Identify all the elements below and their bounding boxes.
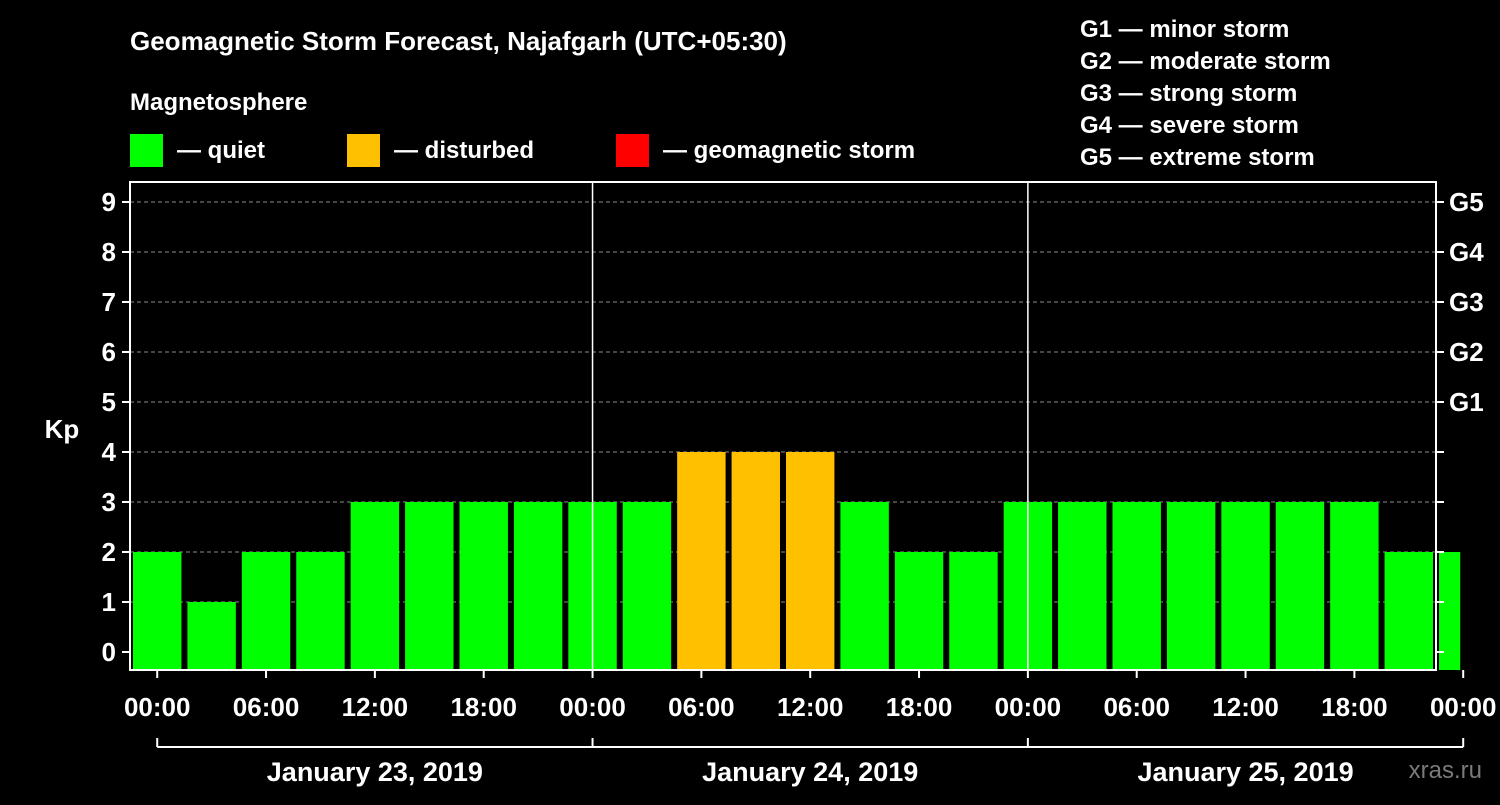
legend-swatch xyxy=(347,134,380,167)
storm-scale-item: G4 — severe storm xyxy=(1080,112,1299,139)
kp-bar xyxy=(1221,502,1270,670)
day-label: January 25, 2019 xyxy=(1137,757,1353,787)
plot-area: 0 1 2 3 4 5 6 7 8 9 G1 G2 G3 G4 G5 Kp 00:00 06:00 12:00 18:… xyxy=(45,181,1497,787)
storm-scale-item: G5 — extreme storm xyxy=(1080,144,1315,171)
y-tick-label: 4 xyxy=(102,437,117,467)
right-tick-label: G5 xyxy=(1449,187,1484,217)
right-tick-label: G2 xyxy=(1449,337,1484,367)
y-tick-label: 2 xyxy=(102,537,116,567)
x-tick-label: 18:00 xyxy=(886,692,953,722)
kp-bar xyxy=(840,502,889,670)
kp-bar xyxy=(1112,502,1161,670)
kp-bar xyxy=(405,502,454,670)
kp-bar xyxy=(1384,552,1433,670)
legend-title: Magnetosphere xyxy=(130,89,307,116)
kp-bar xyxy=(350,502,400,670)
kp-bar xyxy=(1439,552,1461,670)
kp-bar xyxy=(731,452,780,670)
y-tick-label: 3 xyxy=(102,487,116,517)
y-tick-label: 9 xyxy=(102,187,116,217)
x-tick-label: 18:00 xyxy=(1321,692,1388,722)
kp-bar xyxy=(1166,502,1216,670)
kp-bar xyxy=(459,502,508,670)
x-tick-label: 06:00 xyxy=(668,692,735,722)
plot-frame xyxy=(129,181,1437,671)
x-tick-label: 12:00 xyxy=(342,692,409,722)
kp-bar xyxy=(1058,502,1107,670)
chart-title: Geomagnetic Storm Forecast, Najafgarh (U… xyxy=(130,26,787,56)
y-axis-label: Kp xyxy=(45,414,80,444)
kp-bar xyxy=(187,602,236,670)
y-tick-label: 7 xyxy=(102,287,116,317)
day-label: January 23, 2019 xyxy=(267,757,483,787)
watermark: xras.ru xyxy=(1409,757,1482,784)
right-tick-label: G3 xyxy=(1449,287,1484,317)
y-tick-label: 0 xyxy=(102,637,116,667)
legend: — quiet — disturbed — geomagnetic storm xyxy=(130,134,915,167)
x-tick-label: 12:00 xyxy=(1212,692,1279,722)
y-tick-label: 8 xyxy=(102,237,116,267)
y-tick-label: 1 xyxy=(102,587,116,617)
legend-swatch xyxy=(130,134,163,167)
legend-label: — quiet xyxy=(177,137,265,164)
right-tick-label: G4 xyxy=(1449,237,1484,267)
x-tick-label: 06:00 xyxy=(233,692,300,722)
kp-bar xyxy=(622,502,672,670)
x-tick-label: 00:00 xyxy=(559,692,626,722)
kp-bar xyxy=(949,552,998,670)
kp-bar xyxy=(677,452,726,670)
x-tick-label: 00:00 xyxy=(995,692,1062,722)
x-tick-label: 00:00 xyxy=(124,692,191,722)
legend-label: — geomagnetic storm xyxy=(663,137,915,164)
kp-bar xyxy=(241,552,291,670)
x-tick-label: 18:00 xyxy=(450,692,517,722)
storm-scale-item: G3 — strong storm xyxy=(1080,80,1297,107)
y-tick-label: 5 xyxy=(102,387,116,417)
kp-bar xyxy=(296,552,345,670)
kp-bar xyxy=(133,552,182,670)
kp-bar xyxy=(513,502,563,670)
x-tick-label: 12:00 xyxy=(777,692,844,722)
storm-scale-legend: G1 — minor storm G2 — moderate storm G3 — … xyxy=(1080,16,1331,171)
right-tick-label: G1 xyxy=(1449,387,1484,417)
kp-bar xyxy=(894,552,944,670)
storm-scale-item: G1 — minor storm xyxy=(1080,16,1289,43)
y-tick-label: 6 xyxy=(102,337,116,367)
kp-bar xyxy=(1275,502,1325,670)
kp-bar xyxy=(1330,502,1379,670)
storm-scale-item: G2 — moderate storm xyxy=(1080,48,1331,75)
kp-bar xyxy=(786,452,835,670)
x-tick-label: 06:00 xyxy=(1103,692,1170,722)
legend-swatch xyxy=(616,134,649,167)
legend-label: — disturbed xyxy=(394,137,534,164)
x-tick-label: 00:00 xyxy=(1430,692,1497,722)
day-label: January 24, 2019 xyxy=(702,757,918,787)
